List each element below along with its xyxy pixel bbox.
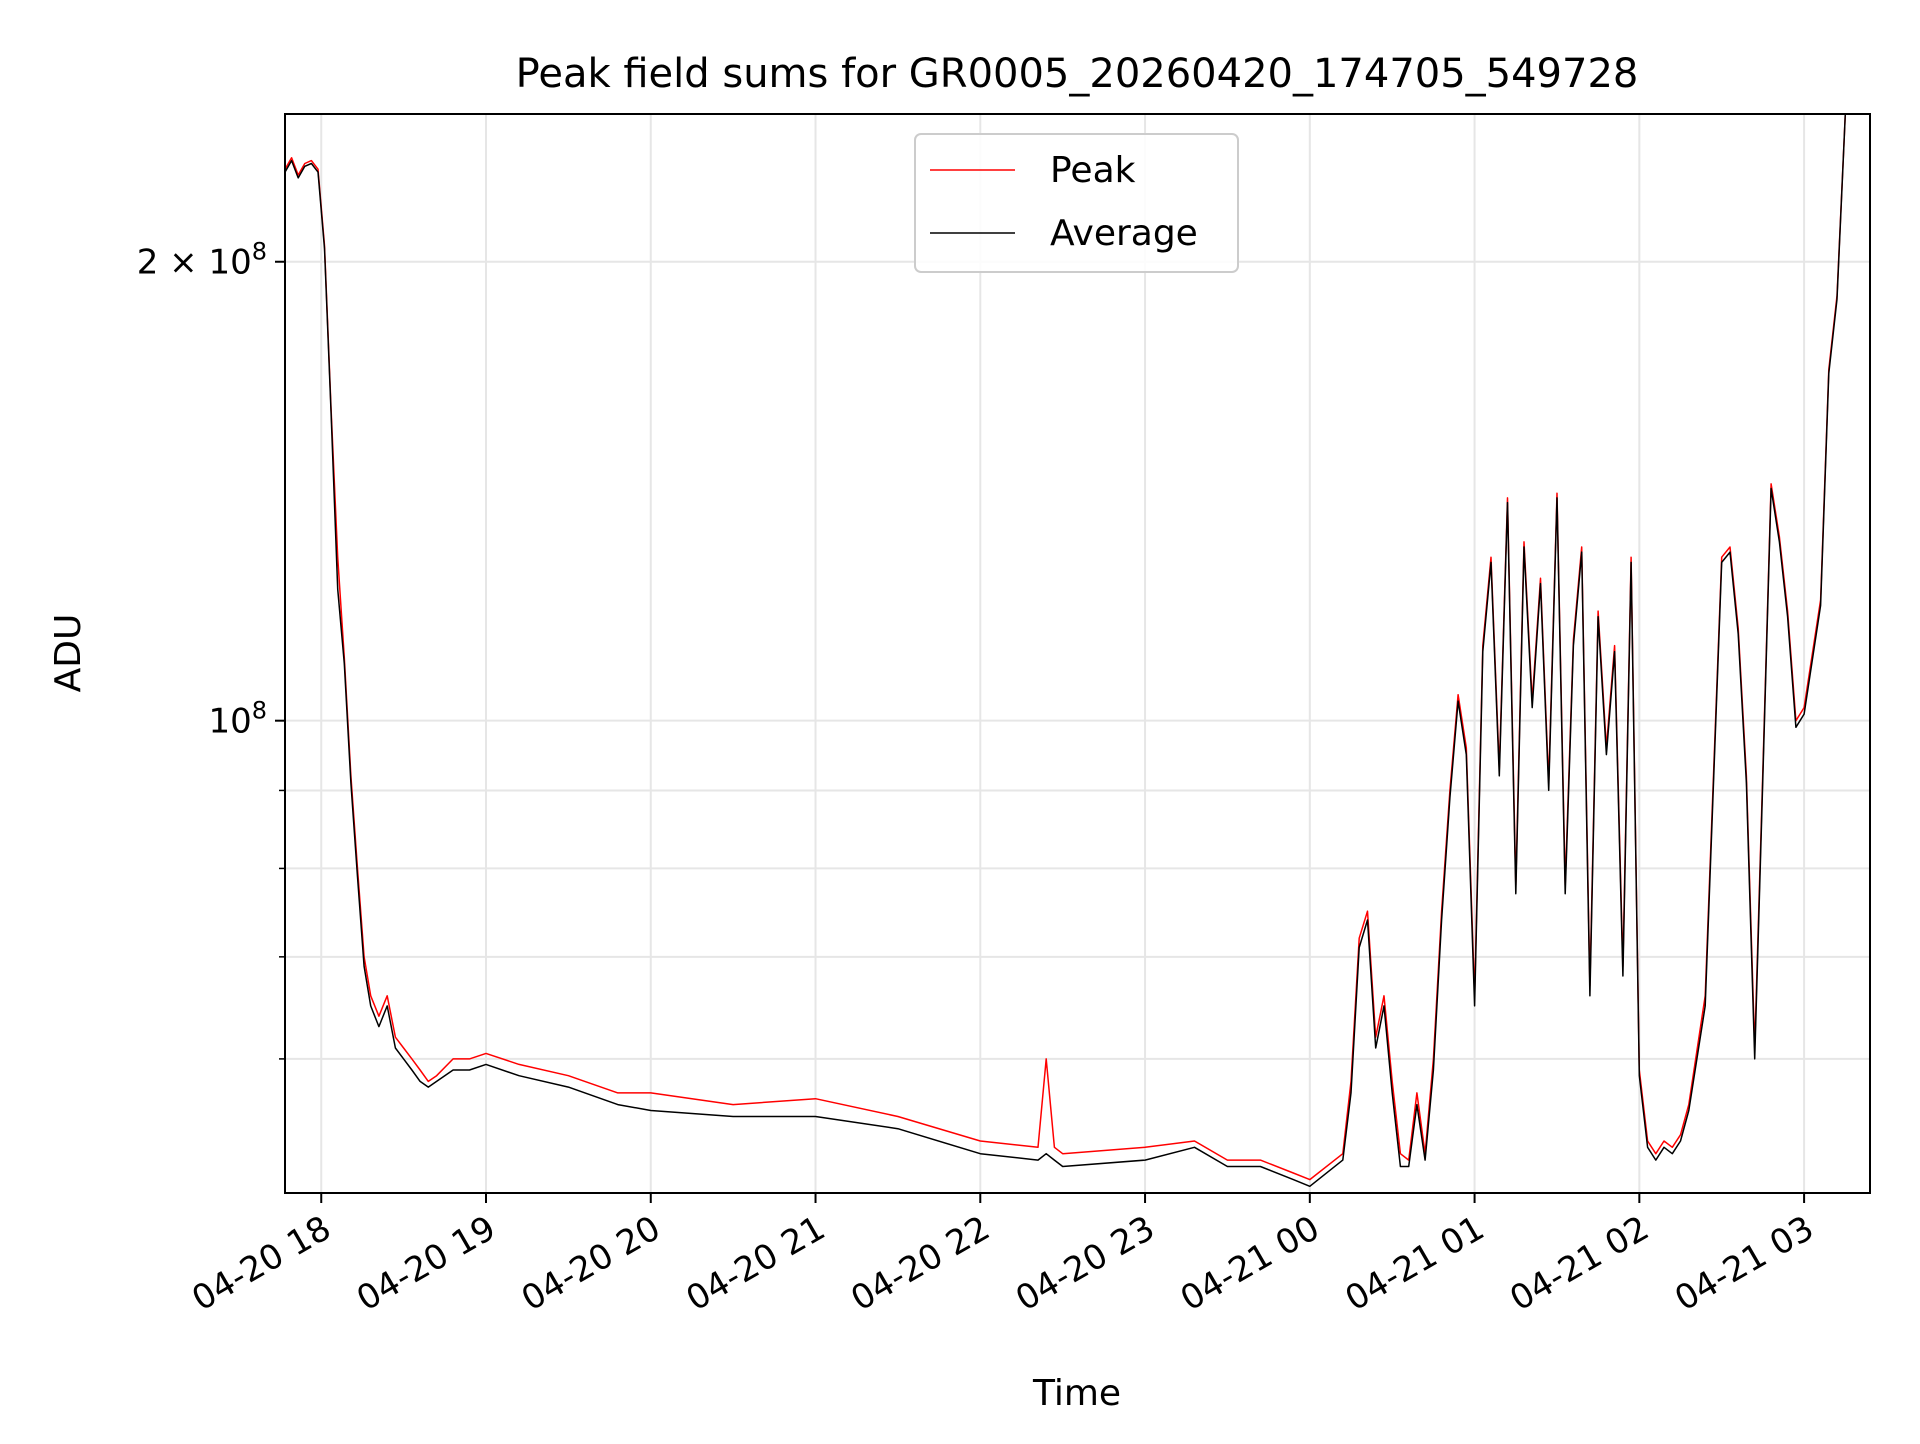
x-axis-label: Time xyxy=(1032,1373,1121,1414)
grid-layer xyxy=(285,114,1870,1193)
plot-frame xyxy=(284,113,1871,1194)
legend: Peak Average xyxy=(914,133,1239,273)
chart-title: Peak field sums for GR0005_20260420_1747… xyxy=(516,51,1639,97)
series-line-average xyxy=(285,114,1847,1188)
y-axis-label: ADU xyxy=(48,614,89,693)
legend-box xyxy=(914,133,1239,273)
series-layer xyxy=(285,114,1847,1188)
legend-average-label: Average xyxy=(1050,213,1198,254)
y-tick-label: 2 × 108 xyxy=(137,238,267,283)
series-line-peak xyxy=(285,114,1847,1181)
legend-peak-label: Peak xyxy=(1050,150,1136,191)
